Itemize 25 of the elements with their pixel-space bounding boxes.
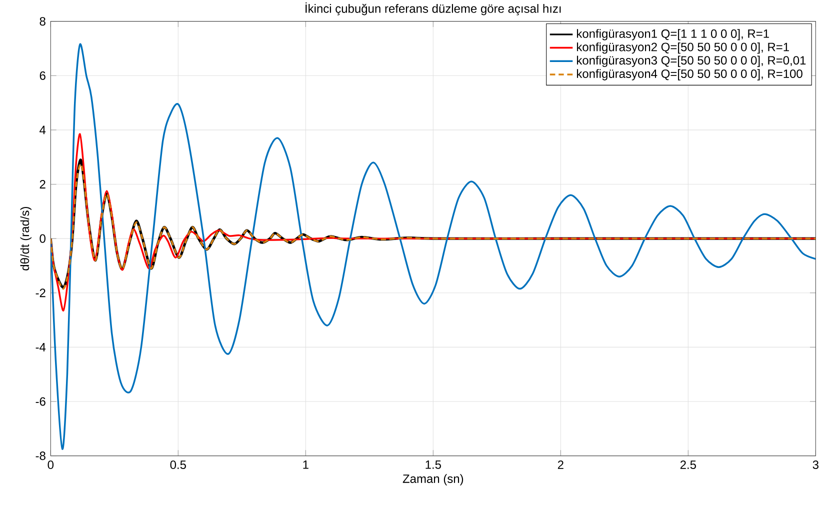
x-tick-label: 0 [48, 460, 54, 469]
y-tick-label: 6 [40, 71, 46, 80]
y-tick-label: -8 [36, 451, 46, 460]
legend-label: konfigürasyon3 Q=[50 50 50 0 0 0], R=0,01 [576, 56, 806, 67]
x-axis-title: Zaman (sn) [402, 474, 464, 486]
x-tick-label: 1 [303, 460, 308, 469]
chart-title: İkinci çubuğun referans düzleme göre açısal hızı [306, 2, 561, 16]
legend-label: konfigürasyon4 Q=[50 50 50 0 0 0], R=100 [576, 68, 802, 80]
y-tick-label: -4 [36, 342, 46, 352]
x-tick-label: 1.5 [426, 460, 441, 469]
legend-label: konfigürasyon2 Q=[50 50 50 0 0 0], R=1 [576, 42, 789, 54]
y-tick-label: 2 [40, 180, 46, 188]
y-tick-label: -2 [36, 288, 46, 297]
x-tick-label: 0.5 [170, 460, 186, 469]
y-axis-title: dθ/dt (rad/s) [20, 206, 32, 270]
x-tick-label: 2.5 [680, 460, 696, 469]
x-tick-label: 3 [812, 460, 818, 469]
line-series [50, 132, 816, 312]
y-tick-label: 0 [40, 234, 46, 243]
y-tick-label: -6 [36, 397, 46, 406]
x-tick-label: 2 [558, 460, 564, 469]
line-series [50, 43, 816, 450]
legend-label: konfigürasyon1 Q=[1 1 1 0 0 0], R=1 [576, 28, 769, 40]
y-tick-label: 4 [40, 126, 46, 134]
y-tick-label: 8 [40, 16, 46, 26]
